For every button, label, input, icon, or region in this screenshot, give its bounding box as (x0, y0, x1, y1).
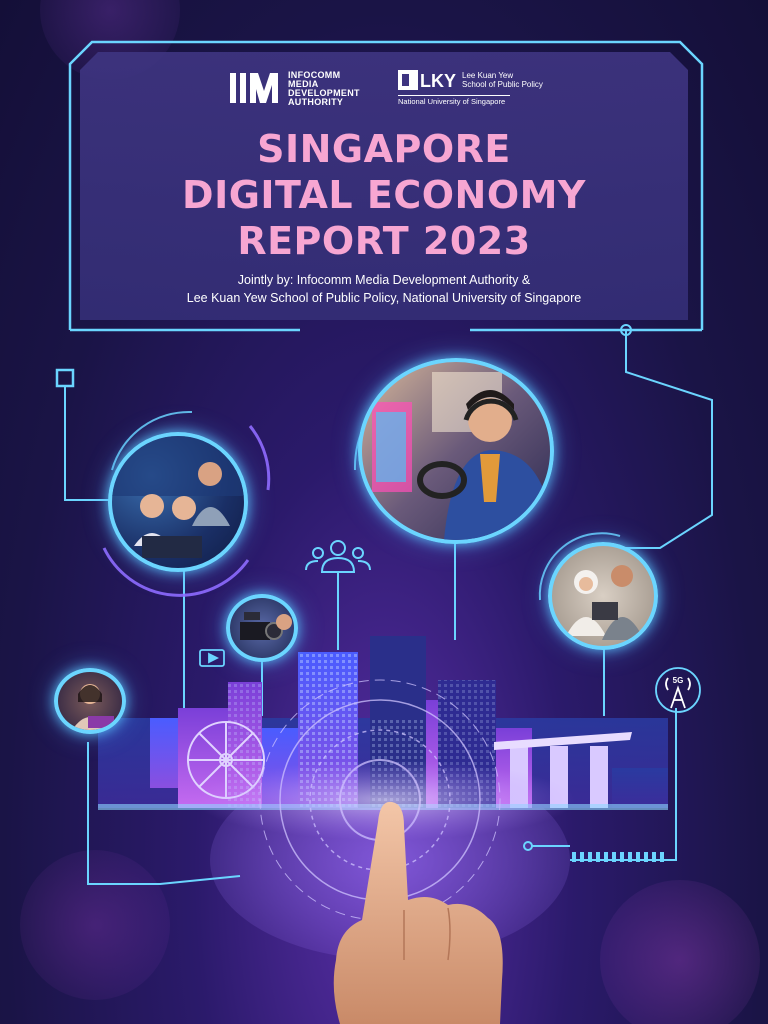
imda-logo-text: INFOCOMM MEDIA DEVELOPMENT AUTHORITY (288, 71, 360, 107)
lky-logo-mark: LKY (398, 70, 456, 90)
photo-family-tablet (548, 542, 658, 650)
5g-label: 5G (673, 676, 684, 685)
decorative-arcs-violet (102, 425, 271, 597)
imda-line: AUTHORITY (288, 97, 344, 107)
5g-tower-icon (655, 667, 701, 713)
pointing-hand (333, 801, 503, 1024)
lky-line: School of Public Policy (462, 80, 543, 89)
photo-gamer (358, 358, 554, 544)
imda-logo-mark (230, 73, 278, 103)
imda-line: DEVELOPMENT (288, 88, 360, 98)
circuit-bars (572, 852, 664, 862)
logo-bar: INFOCOMM MEDIA DEVELOPMENT AUTHORITY LKY… (230, 70, 550, 110)
title-line: REPORT 2023 (237, 219, 531, 263)
subtitle-line: Lee Kuan Yew School of Public Policy, Na… (186, 291, 582, 305)
lky-line: Lee Kuan Yew (462, 71, 514, 80)
imda-line: MEDIA (288, 79, 319, 89)
header-panel (80, 52, 688, 320)
video-play-icon (199, 649, 225, 667)
lky-logo-text: Lee Kuan Yew School of Public Policy (462, 71, 543, 89)
svg-text:LKY: LKY (420, 71, 456, 90)
nus-text: National University of Singapore (398, 95, 510, 106)
photo-content-creator (54, 668, 126, 734)
title-line: SINGAPORE (257, 127, 511, 171)
report-subtitle: Jointly by: Infocomm Media Development A… (80, 271, 688, 307)
imda-line: INFOCOMM (288, 70, 341, 80)
subtitle-line: Jointly by: Infocomm Media Development A… (237, 273, 531, 287)
people-group-icon (305, 540, 371, 573)
header-frame-outline (68, 40, 704, 332)
photo-team-at-computer (108, 432, 248, 572)
photo-film-camera (226, 594, 298, 662)
title-line: DIGITAL ECONOMY (182, 173, 586, 217)
report-title: SINGAPORE DIGITAL ECONOMY REPORT 2023 (80, 126, 688, 264)
